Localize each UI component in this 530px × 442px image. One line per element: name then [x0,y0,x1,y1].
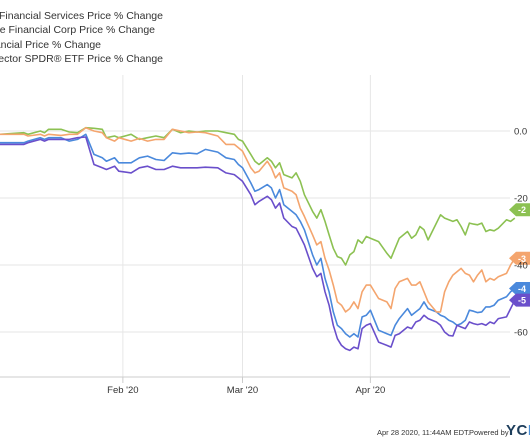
end-label-1: -4 [509,281,530,295]
end-label-text: -2 [518,205,526,215]
ycharts-logo[interactable]: YCH [506,422,530,439]
legend-entry: Capital One Financial Corp Price % Chang… [0,23,155,37]
legend-label-xlf: Financial Select Sector SPDR® ETF Price … [0,52,163,65]
y-tick-label: -60 [514,328,528,339]
x-tick-label: Mar '20 [227,385,258,396]
end-labels: -2 -4 -3 -5 [509,203,530,307]
brand-accent: H [528,422,530,439]
powered-by-text: Powered by [469,428,509,437]
end-label-text: -5 [518,296,526,306]
x-axis: Feb '20 Mar '20 Apr '20 [0,376,510,396]
legend-label-synchrony: Synchrony Financial Price % Change [0,38,101,51]
y-tick-label: -20 [514,194,528,205]
end-label-badge [509,203,530,217]
footer: Apr 28 2020, 11:44AM EDT. Powered by YCH [0,422,530,442]
legend-label-capital-one: Capital One Financial Corp Price % Chang… [0,24,155,37]
series-line-3 [0,136,516,352]
y-tick-label: 0.0 [514,127,527,138]
brand-main: YC [506,422,528,439]
chart: Feb '20 Mar '20 Apr '20 -2 -4 -3 -5 0.0 -20 -40… [0,75,530,396]
legend-entry: Financial Services Price % Change [0,9,163,23]
series-line-1 [0,133,516,338]
legend-entry: Financial Select Sector SPDR® ETF Price … [0,52,163,66]
y-axis-labels: 0.0 -20 -40 -60 [514,127,528,339]
end-label-2: -3 [509,251,530,265]
series-line-2 [0,126,516,313]
series-layer [0,126,516,352]
end-label-text: -4 [518,284,526,294]
y-tick-label: -40 [514,261,528,272]
end-label-3: -5 [509,293,530,307]
legend-entry: Synchrony Financial Price % Change [0,38,101,52]
x-tick-label: Feb '20 [107,385,138,396]
timestamp: Apr 28 2020, 11:44AM EDT. [377,428,470,437]
end-label-0: -2 [509,203,530,217]
end-label-badge [509,251,530,265]
legend-label-financial-services: Financial Services Price % Change [0,10,163,22]
x-tick-label: Apr '20 [355,385,385,396]
legend: Financial Services Price % Change Capita… [0,9,163,66]
gridlines [0,75,510,377]
end-label-badge [509,293,530,307]
series-line-0 [0,126,516,266]
end-label-badge [509,281,530,295]
end-label-text: -3 [518,254,526,264]
